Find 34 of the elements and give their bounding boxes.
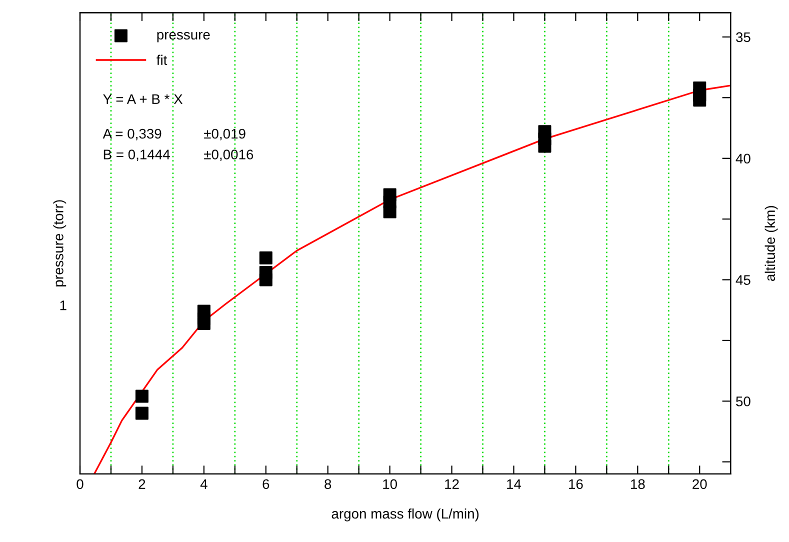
- x-tick-label: 6: [262, 479, 270, 490]
- annotation: ±0,019: [204, 128, 246, 140]
- legend-label: fit: [156, 54, 168, 65]
- point: [693, 94, 706, 107]
- x-tick-label: 10: [383, 479, 397, 490]
- point: [383, 205, 396, 218]
- y2-tick-label: 45: [736, 275, 750, 285]
- text: 1: [60, 300, 66, 310]
- point: [197, 316, 210, 330]
- x-tick-label: 20: [692, 479, 707, 490]
- x-axis-title: argon mass flow (L/min): [332, 508, 479, 522]
- x-tick-label: 14: [507, 479, 522, 489]
- point: [259, 273, 272, 286]
- annotation: Y = A + B * X: [103, 94, 183, 104]
- x-tick-label: 2: [138, 479, 146, 489]
- x-tick-label: 16: [569, 479, 583, 490]
- y2-tick-label: 40: [736, 154, 750, 164]
- legend-label: pressure: [157, 32, 210, 42]
- point: [259, 251, 272, 264]
- point: [538, 140, 552, 153]
- y-axis-title: pressure (torr): [53, 200, 66, 286]
- y2-tick-label: 35: [736, 32, 750, 42]
- point: [135, 390, 148, 403]
- point: [135, 406, 148, 420]
- annotation: A = 0,339: [102, 128, 162, 140]
- x-tick-label: 0: [76, 479, 84, 490]
- y2-tick-label: 50: [736, 396, 750, 406]
- annotation: ±0,0016: [204, 150, 254, 162]
- annotation: B = 0,1444: [104, 150, 170, 162]
- x-tick-label: 18: [631, 479, 645, 490]
- y2-axis-title: altitude (km): [764, 206, 778, 281]
- x-tick-label: 12: [445, 479, 459, 489]
- x-tick-label: 4: [200, 479, 208, 489]
- x-tick-label: 8: [324, 479, 332, 490]
